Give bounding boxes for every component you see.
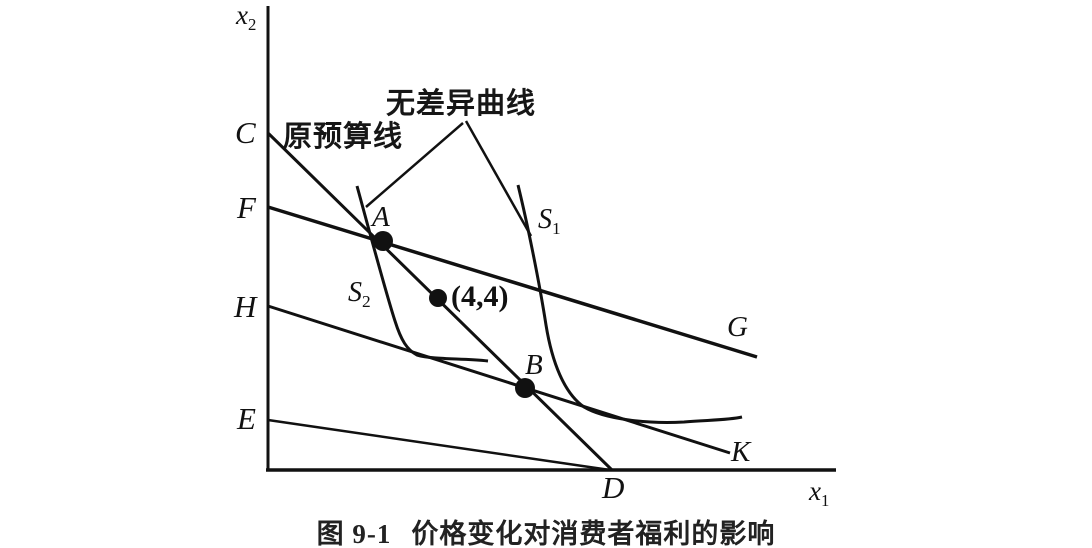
indifference-curve-S1 bbox=[516, 184, 743, 424]
axis-point-E: E bbox=[237, 401, 256, 436]
y-axis-label: x2 bbox=[236, 0, 257, 34]
original-budget-line-annotation: 原预算线 bbox=[283, 121, 404, 153]
figure-caption-number: 图 9-1 bbox=[316, 519, 392, 548]
line-E bbox=[267, 418, 611, 472]
curve-label-S2: S2 bbox=[348, 277, 371, 312]
axis-point-F: F bbox=[237, 190, 256, 225]
indifference-curves-annotation: 无差异曲线 bbox=[386, 88, 537, 120]
figure-caption: 图 9-1 价格变化对消费者福利的影响 bbox=[0, 512, 1092, 548]
axis-point-C: C bbox=[235, 115, 256, 150]
new-budget-line-FG bbox=[267, 205, 758, 359]
point-dot-B bbox=[515, 378, 535, 398]
axis-point-H: H bbox=[234, 289, 257, 324]
compensated-line-HK bbox=[267, 304, 731, 455]
annotation-pointer-left bbox=[365, 122, 464, 208]
line-end-label-K: K bbox=[731, 436, 751, 468]
point-label-B: B bbox=[525, 349, 543, 381]
point-dot-4-4 bbox=[429, 289, 447, 307]
line-end-label-G: G bbox=[727, 311, 748, 343]
point-label-D: D bbox=[602, 470, 625, 505]
bundle-coordinate-label: (4,4) bbox=[451, 280, 509, 313]
curve-label-S1: S1 bbox=[538, 204, 561, 239]
point-dot-A bbox=[373, 231, 393, 251]
indifference-curve-S2 bbox=[355, 185, 489, 363]
x-axis-label: x1 bbox=[809, 476, 830, 510]
figure-caption-title: 价格变化对消费者福利的影响 bbox=[411, 519, 776, 548]
annotation-pointer-right bbox=[464, 120, 533, 237]
point-label-A: A bbox=[372, 201, 390, 233]
